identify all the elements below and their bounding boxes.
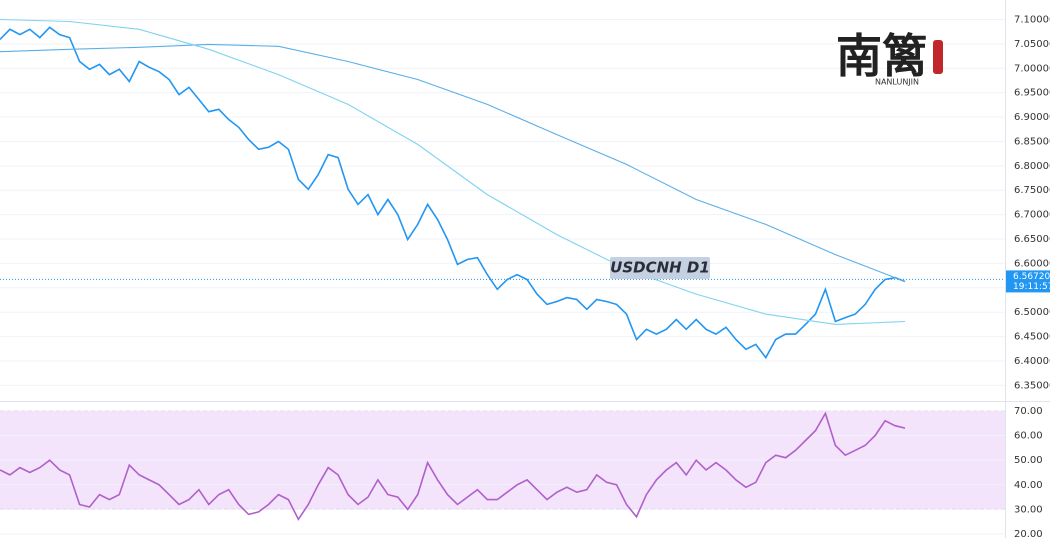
y-tick-label: 6.45000 (1014, 332, 1050, 343)
logo: 南篱 NANLUNJIN (836, 29, 943, 87)
y-tick-label: 7.10000 (1014, 15, 1050, 26)
chart-title: USDCNH D1 (610, 259, 710, 277)
y-tick-label: 6.60000 (1014, 258, 1050, 269)
y-tick-label: 40.00 (1014, 480, 1043, 491)
y-tick-label: 6.85000 (1014, 136, 1050, 147)
y-tick-label: 6.80000 (1014, 161, 1050, 172)
series-line (0, 43, 906, 283)
y-tick-label: 6.75000 (1014, 185, 1050, 196)
y-tick-label: 6.50000 (1014, 307, 1050, 318)
y-tick-label: 6.65000 (1014, 234, 1050, 245)
logo-text: 南篱 (836, 29, 928, 83)
y-tick-label: 6.70000 (1014, 210, 1050, 221)
y-tick-label: 6.90000 (1014, 112, 1050, 123)
y-tick-label: 30.00 (1014, 504, 1043, 515)
y-tick-label: 6.35000 (1014, 380, 1050, 391)
axis-border (1005, 0, 1006, 538)
y-tick-label: 6.95000 (1014, 88, 1050, 99)
price-tag (1006, 270, 1050, 293)
price-label: 6.56720 (1013, 272, 1050, 282)
y-tick-label: 70.00 (1014, 406, 1043, 417)
y-tick-label: 7.00000 (1014, 63, 1050, 74)
seal (933, 40, 943, 74)
y-tick-label: 7.05000 (1014, 39, 1050, 50)
y-tick-label: 20.00 (1014, 529, 1043, 538)
time-label: 19:11:57 (1013, 282, 1050, 292)
y-tick-label: 6.40000 (1014, 356, 1050, 367)
y-tick-label: 60.00 (1014, 431, 1043, 442)
series-line (0, 411, 906, 521)
series-line (0, 26, 906, 360)
logo-subtitle: NANLUNJIN (875, 78, 919, 87)
pane-divider (0, 401, 1050, 402)
title-bg (610, 257, 710, 279)
y-tick-label: 50.00 (1014, 455, 1043, 466)
series-line (0, 18, 906, 325)
